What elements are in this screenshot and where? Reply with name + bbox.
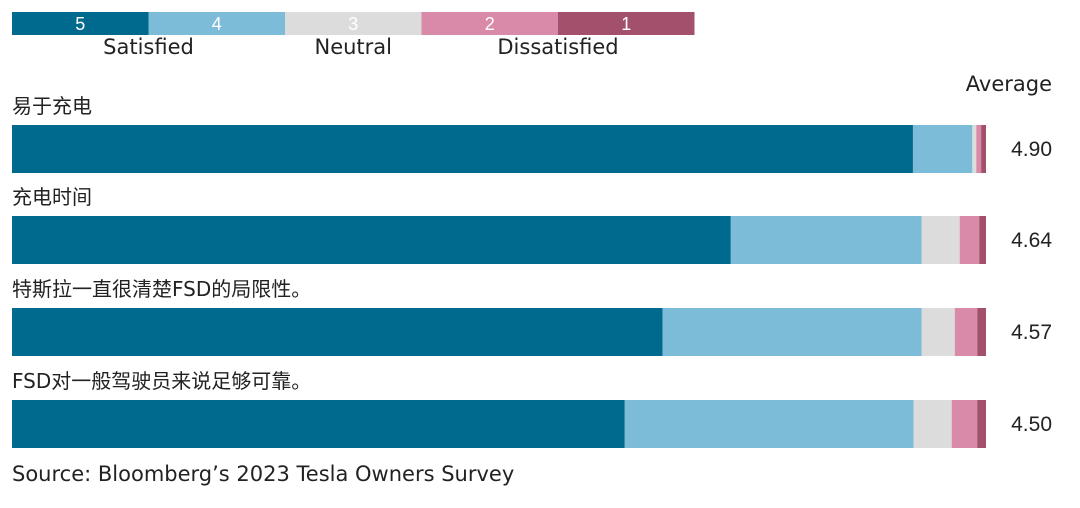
average-header: Average [966,72,1052,96]
legend-swatch-1 [558,12,695,35]
category-label: 充电时间 [12,185,92,209]
category-label: 特斯拉一直很清楚FSD的局限性。 [12,277,311,301]
legend-scale-1: 1 [621,14,631,34]
legend-scale-2: 2 [485,14,495,34]
bar-segment-1 [981,125,986,173]
bar-segment-5 [12,308,663,356]
bar-segment-2 [951,400,978,448]
bar-segment-4 [624,400,914,448]
bar-segment-2 [954,308,978,356]
average-value: 4.64 [1011,229,1052,252]
bar-segment-5 [12,400,625,448]
bar-segment-5 [12,216,731,264]
category-label: 易于充电 [12,94,92,118]
legend-label-satisfied: Satisfied [103,35,194,59]
bar-rows: 易于充电 4.90 充电时间 4.64 特斯拉一直很清楚FSD的局限性。 4.57 FSD对… [12,94,1052,448]
bar-segment-4 [730,216,922,264]
legend-scale-3: 3 [348,14,358,34]
average-value: 4.57 [1011,321,1052,344]
bar-segment-3 [921,308,955,356]
source-note: Source: Bloomberg’s 2023 Tesla Owners Su… [12,462,514,486]
bar-row: 易于充电 4.90 [12,94,1052,173]
bar-row: 充电时间 4.64 [12,185,1052,264]
bar-segment-4 [912,125,973,173]
legend-swatch-3 [285,12,422,35]
bar-segment-1 [979,216,986,264]
bar-segment-3 [972,125,977,173]
bar-segment-2 [976,125,982,173]
bar-row: FSD对一般驾驶员来说足够可靠。 4.50 [12,369,1052,448]
legend-swatch-4 [148,12,285,35]
legend-label-dissatisfied: Dissatisfied [497,35,618,59]
bar-segment-3 [921,216,960,264]
legend-swatch-2 [421,12,558,35]
legend-label-neutral: Neutral [314,35,392,59]
average-value: 4.90 [1011,138,1052,161]
bar-segment-3 [913,400,952,448]
legend-scale-4: 4 [212,14,222,34]
legend: 5 4 3 2 1 Satisfied Neutral Dissatisfied [12,12,695,59]
category-label: FSD对一般驾驶员来说足够可靠。 [12,369,311,393]
bar-row: 特斯拉一直很清楚FSD的局限性。 4.57 [12,277,1052,356]
legend-scale-5: 5 [75,14,85,34]
bar-segment-2 [959,216,980,264]
bar-segment-1 [977,400,986,448]
bar-segment-5 [12,125,913,173]
legend-swatch-5 [12,12,149,35]
average-value: 4.50 [1011,413,1052,436]
bar-segment-1 [977,308,986,356]
bar-segment-4 [662,308,922,356]
